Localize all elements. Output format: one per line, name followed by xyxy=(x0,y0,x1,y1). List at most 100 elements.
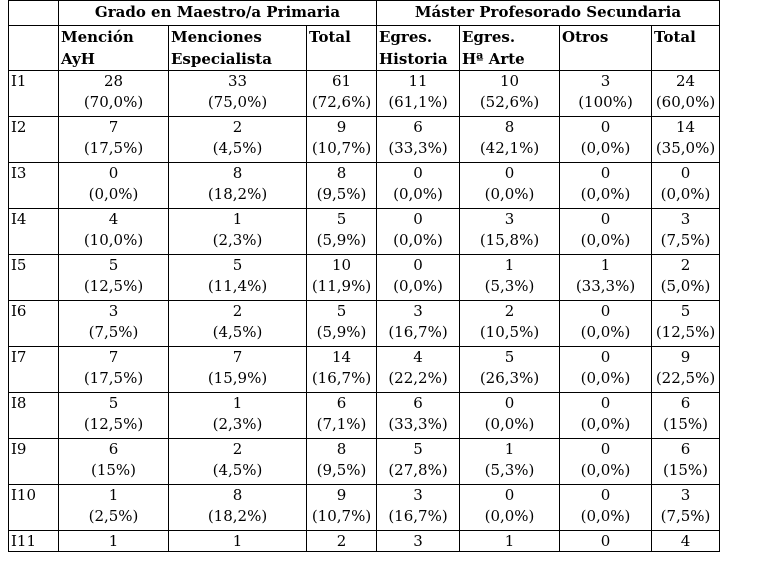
table-cell: 1 (2,3%) xyxy=(168,392,307,439)
cell-count: 1 xyxy=(504,256,515,274)
cell-percent: (26,3%) xyxy=(479,369,540,387)
cell-count: 0 xyxy=(600,118,611,136)
header-line: AyH xyxy=(61,50,95,68)
header-line: Menciones xyxy=(171,28,262,46)
header-mencion-ayh: Mención AyH xyxy=(58,25,169,71)
row-label: I1 xyxy=(8,70,59,117)
row-label: I10 xyxy=(8,484,59,531)
sub-header-row: Mención AyH Menciones Especialista Total… xyxy=(8,25,720,71)
cell-count: 9 xyxy=(336,486,347,504)
cell-percent: (15,8%) xyxy=(479,231,540,249)
cell-percent: (11,9%) xyxy=(311,277,372,295)
cell-count: 5 xyxy=(413,440,423,458)
table-cell: 8 (18,2%) xyxy=(168,484,307,531)
header-master-secundaria: Máster Profesorado Secundaria xyxy=(376,0,720,26)
corner-cell-lower xyxy=(8,25,59,71)
table-cell: 3 (16,7%) xyxy=(376,484,460,531)
row-label: I7 xyxy=(8,346,59,393)
cell-count: 5 xyxy=(336,210,347,228)
table-cell: 6 (15%) xyxy=(651,392,720,439)
header-egres-historia: Egres. Historia xyxy=(376,25,460,71)
cell-count: 10 xyxy=(499,72,520,90)
cell-percent: (12,5%) xyxy=(655,323,716,341)
table-cell: 4 (10,0%) xyxy=(58,208,169,255)
cell-percent: (27,8%) xyxy=(388,461,448,479)
cell-percent: (9,5%) xyxy=(316,185,367,203)
cell-count: 1 xyxy=(232,210,243,228)
header-grado-primaria: Grado en Maestro/a Primaria xyxy=(58,0,377,26)
cell-count: 0 xyxy=(680,164,691,182)
cell-percent: (100%) xyxy=(578,93,633,111)
header-line: Egres. xyxy=(379,28,433,46)
cell-count: 2 xyxy=(232,118,243,136)
cell-count: 3 xyxy=(680,486,691,504)
cell-percent: (7,1%) xyxy=(316,415,367,433)
cell-count: 0 xyxy=(504,486,515,504)
cell-count: 4 xyxy=(413,348,423,366)
cell-count: 0 xyxy=(108,164,119,182)
header-line: Mención xyxy=(61,28,134,46)
cell-count: 0 xyxy=(600,164,611,182)
table-cell: 1 (33,3%) xyxy=(559,254,652,301)
cell-percent: (5,3%) xyxy=(484,461,535,479)
table-cell: 0 xyxy=(559,530,652,552)
cell-percent: (4,5%) xyxy=(212,323,263,341)
cell-count: 2 xyxy=(680,256,691,274)
table-cell: 5 (5,9%) xyxy=(306,300,377,347)
cell-count: 3 xyxy=(600,72,611,90)
cell-count: 0 xyxy=(600,210,611,228)
cell-percent: (12,5%) xyxy=(83,277,144,295)
cell-percent: (72,6%) xyxy=(311,93,372,111)
cell-count: 14 xyxy=(675,118,696,136)
cell-percent: (2,3%) xyxy=(212,415,263,433)
cell-count: 0 xyxy=(413,164,423,182)
cell-percent: (18,2%) xyxy=(207,185,268,203)
cell-count: 1 xyxy=(600,256,611,274)
row-label: I2 xyxy=(8,116,59,163)
cell-count: 0 xyxy=(413,210,423,228)
cell-percent: (16,7%) xyxy=(311,369,372,387)
table-cell: 10 (11,9%) xyxy=(306,254,377,301)
cell-count: 0 xyxy=(413,256,423,274)
cell-percent: (61,1%) xyxy=(388,93,448,111)
table-cell: 1 xyxy=(459,530,560,552)
cell-percent: (70,0%) xyxy=(83,93,144,111)
row-label: I6 xyxy=(8,300,59,347)
table-cell: 5 (12,5%) xyxy=(58,254,169,301)
cell-count: 3 xyxy=(504,210,515,228)
table-cell: 1 xyxy=(168,530,307,552)
cell-percent: (0,0%) xyxy=(393,185,443,203)
cell-percent: (11,4%) xyxy=(207,277,268,295)
table-cell: 0 (0,0%) xyxy=(58,162,169,209)
table-cell: 3 (16,7%) xyxy=(376,300,460,347)
header-line: Especialista xyxy=(171,50,272,68)
cell-percent: (60,0%) xyxy=(655,93,716,111)
cell-percent: (0,0%) xyxy=(580,507,631,525)
cell-count: 1 xyxy=(504,532,515,550)
table-cell: 3 (15,8%) xyxy=(459,208,560,255)
cell-percent: (33,3%) xyxy=(388,415,448,433)
cell-count: 1 xyxy=(232,532,243,550)
cell-percent: (0,0%) xyxy=(484,415,535,433)
cell-percent: (7,5%) xyxy=(88,323,139,341)
cell-count: 7 xyxy=(108,348,119,366)
cell-percent: (5,0%) xyxy=(660,277,711,295)
cell-count: 8 xyxy=(336,440,347,458)
table-cell: 3 xyxy=(376,530,460,552)
table-cell: 0 (0,0%) xyxy=(376,208,460,255)
cell-count: 5 xyxy=(232,256,243,274)
table-cell: 0 (0,0%) xyxy=(559,300,652,347)
cell-count: 6 xyxy=(108,440,119,458)
table-row: I11 1 1 2 3 1 0 4 xyxy=(8,530,720,552)
results-table: Grado en Maestro/a Primaria Máster Profe… xyxy=(8,0,720,552)
cell-percent: (10,7%) xyxy=(311,139,372,157)
table-cell: 2 (10,5%) xyxy=(459,300,560,347)
cell-percent: (5,9%) xyxy=(316,231,367,249)
cell-count: 5 xyxy=(504,348,515,366)
cell-percent: (35,0%) xyxy=(655,139,716,157)
cell-count: 5 xyxy=(680,302,691,320)
table-cell: 7 (17,5%) xyxy=(58,346,169,393)
table-cell: 6 (15%) xyxy=(58,438,169,485)
table-cell: 8 (9,5%) xyxy=(306,162,377,209)
cell-count: 8 xyxy=(504,118,515,136)
